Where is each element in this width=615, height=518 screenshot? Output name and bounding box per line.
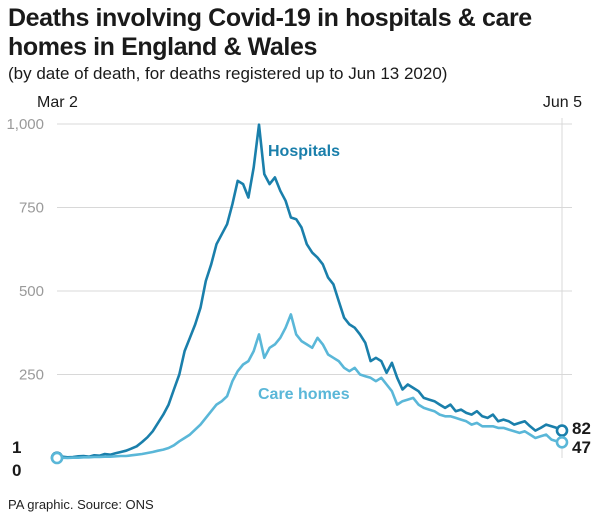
y-tick-label: 250 (19, 367, 44, 384)
y-tick-label: 500 (19, 283, 44, 300)
gridlines (57, 123, 572, 375)
end-marker-hospitals (555, 424, 569, 437)
start-value-care-homes: 0 (12, 461, 21, 480)
series-line-hospitals (56, 123, 563, 459)
series-line-care-homes (56, 313, 563, 460)
end-value-care-homes: 47 (572, 438, 591, 457)
start-marker-care-homes (50, 451, 64, 465)
start-value-hospitals: 1 (12, 438, 21, 457)
series-lines (50, 123, 569, 465)
x-end-label: Jun 5 (543, 94, 582, 111)
end-marker-care-homes (555, 436, 569, 449)
y-axis-ticks: 250 500 750 1,000 (6, 116, 44, 384)
end-value-hospitals: 82 (572, 419, 591, 438)
x-start-label: Mar 2 (37, 94, 78, 111)
series-label-hospitals: Hospitals (268, 143, 340, 160)
chart-subtitle: (by date of death, for deaths registered… (8, 64, 448, 83)
chart-title: Deaths involving Covid-19 in hospitals &… (8, 4, 532, 61)
y-tick-label: 1,000 (6, 116, 44, 133)
series-label-care-homes: Care homes (258, 386, 350, 403)
y-tick-label: 750 (19, 200, 44, 217)
source-note: PA graphic. Source: ONS (8, 497, 154, 512)
